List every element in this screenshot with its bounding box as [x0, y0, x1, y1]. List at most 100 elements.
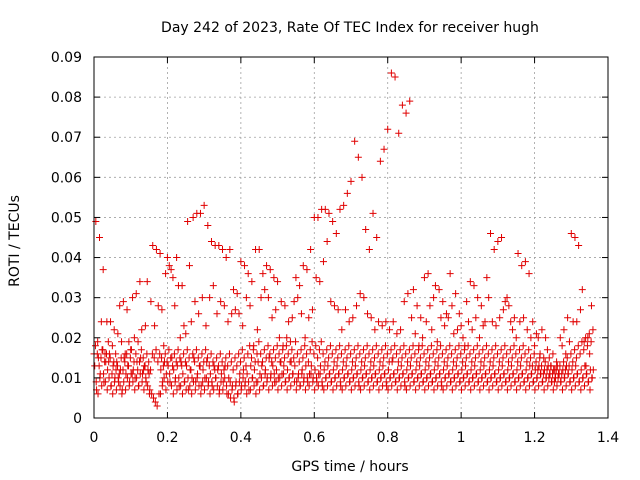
data-point	[577, 366, 585, 374]
data-point	[259, 270, 267, 278]
data-point	[588, 374, 596, 382]
data-point	[142, 374, 150, 382]
data-point	[200, 358, 208, 366]
data-point	[490, 354, 498, 362]
data-point	[455, 342, 463, 350]
data-point	[334, 306, 342, 314]
data-point	[339, 358, 347, 366]
data-point	[195, 382, 203, 390]
data-point	[169, 362, 177, 370]
data-point	[476, 334, 483, 342]
data-point	[413, 302, 421, 310]
data-point	[430, 386, 438, 394]
data-point	[489, 362, 497, 370]
data-point	[376, 358, 384, 366]
data-point	[106, 354, 114, 362]
data-point	[354, 153, 362, 161]
data-point	[294, 294, 302, 302]
data-point	[117, 354, 125, 362]
data-point	[384, 366, 392, 374]
data-point	[549, 350, 557, 358]
data-point	[280, 362, 288, 370]
data-point	[132, 350, 140, 358]
data-point	[330, 358, 338, 366]
data-point	[359, 346, 367, 354]
data-point	[121, 358, 129, 366]
x-tick-label: 1.2	[523, 430, 545, 446]
data-point	[274, 278, 282, 286]
data-point	[425, 362, 433, 370]
data-point	[415, 346, 423, 354]
data-point	[350, 346, 358, 354]
data-point	[435, 370, 443, 378]
data-point	[572, 354, 580, 362]
data-point	[336, 205, 344, 213]
data-point	[138, 326, 146, 334]
data-point	[149, 242, 157, 250]
data-point	[104, 338, 112, 346]
data-point	[324, 362, 332, 370]
data-point	[547, 378, 555, 386]
data-point	[532, 358, 540, 366]
data-point	[406, 97, 414, 105]
data-point	[453, 326, 461, 334]
data-point	[297, 346, 305, 354]
data-point	[347, 350, 355, 358]
data-point	[444, 314, 452, 322]
data-point	[242, 362, 250, 370]
data-point	[254, 378, 262, 386]
data-point	[261, 286, 269, 294]
data-point	[309, 378, 317, 386]
data-point	[235, 350, 243, 358]
data-point	[533, 374, 541, 382]
data-point	[580, 346, 588, 354]
data-point	[283, 366, 291, 374]
data-point	[163, 254, 171, 262]
data-point	[224, 390, 232, 398]
data-point	[110, 326, 118, 334]
data-point	[546, 370, 554, 378]
data-point	[166, 370, 174, 378]
data-point	[542, 334, 550, 342]
data-point	[154, 302, 162, 310]
data-point	[311, 386, 319, 394]
data-point	[268, 382, 276, 390]
data-point	[295, 358, 303, 366]
x-tick-label: 0.8	[377, 430, 399, 446]
data-point	[115, 370, 123, 378]
data-point	[408, 370, 416, 378]
data-point	[224, 318, 232, 326]
y-tick-label: 0.05	[51, 210, 82, 226]
data-point	[578, 338, 586, 346]
data-point	[573, 318, 581, 326]
data-point	[433, 338, 441, 346]
data-point	[233, 362, 241, 370]
data-point	[510, 342, 518, 350]
data-point	[574, 342, 582, 350]
data-point	[502, 378, 510, 386]
data-point	[303, 266, 311, 274]
data-point	[184, 374, 192, 382]
data-point	[262, 354, 270, 362]
data-point	[195, 310, 203, 318]
data-point	[362, 225, 370, 233]
y-tick-label: 0.09	[51, 50, 82, 66]
data-point	[101, 378, 109, 386]
data-point	[380, 145, 388, 153]
data-point	[181, 358, 189, 366]
data-point	[149, 394, 157, 402]
data-point	[220, 366, 228, 374]
data-point	[191, 298, 199, 306]
data-point	[249, 346, 257, 354]
data-point	[217, 378, 225, 386]
data-point	[347, 177, 355, 185]
data-point	[378, 322, 386, 330]
data-point	[180, 350, 188, 358]
data-point	[273, 342, 281, 350]
data-point	[186, 382, 194, 390]
data-point	[92, 217, 100, 225]
data-point	[296, 382, 304, 390]
data-point	[562, 382, 570, 390]
data-point	[321, 358, 329, 366]
data-point	[206, 370, 214, 378]
